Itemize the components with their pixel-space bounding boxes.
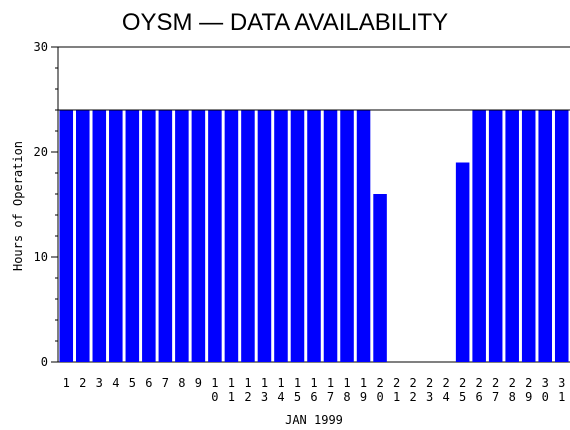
chart-title: OYSM — DATA AVAILABILITY: [122, 9, 448, 36]
bar-day-9: [191, 110, 206, 362]
y-tick-label: 30: [34, 40, 48, 54]
bar-day-28: [505, 110, 519, 362]
bar-day-4: [109, 110, 123, 362]
bar-day-6: [142, 110, 156, 362]
bar-day-8: [175, 110, 189, 362]
bar-day-14: [274, 110, 288, 362]
bar-day-1: [59, 110, 74, 362]
bar-day-7: [158, 110, 173, 362]
y-tick-label: 20: [34, 145, 48, 159]
y-tick-label: 0: [41, 355, 48, 369]
bar-day-12: [241, 110, 255, 362]
x-tick-label: 1: [63, 376, 70, 390]
bar-day-20: [373, 194, 387, 362]
bar-day-31: [554, 110, 569, 362]
x-tick-label: 2: [79, 376, 86, 390]
bar-day-5: [125, 110, 140, 362]
bar-day-30: [538, 110, 552, 362]
bar-day-29: [521, 110, 536, 362]
bar-day-27: [488, 110, 503, 362]
bar-day-15: [290, 110, 305, 362]
x-tick-label: 7: [162, 376, 169, 390]
y-axis-label: Hours of Operation: [11, 141, 25, 271]
bar-day-25: [455, 162, 470, 362]
bar-day-3: [92, 110, 107, 362]
x-tick-label: 4: [112, 376, 119, 390]
bar-day-19: [356, 110, 371, 362]
bar-day-26: [472, 110, 486, 362]
x-tick-label: 3: [96, 376, 103, 390]
bar-day-13: [257, 110, 272, 362]
bar-day-10: [208, 110, 222, 362]
bar-day-16: [307, 110, 321, 362]
y-tick-label: 10: [34, 250, 48, 264]
x-tick-label: 5: [129, 376, 136, 390]
x-tick-label: 6: [145, 376, 152, 390]
x-tick-label: 9: [195, 376, 202, 390]
bar-day-17: [323, 110, 338, 362]
x-tick-label: 8: [178, 376, 185, 390]
bar-day-11: [224, 110, 239, 362]
bar-day-18: [340, 110, 354, 362]
x-axis-label: JAN 1999: [285, 413, 343, 427]
bar-day-2: [76, 110, 90, 362]
